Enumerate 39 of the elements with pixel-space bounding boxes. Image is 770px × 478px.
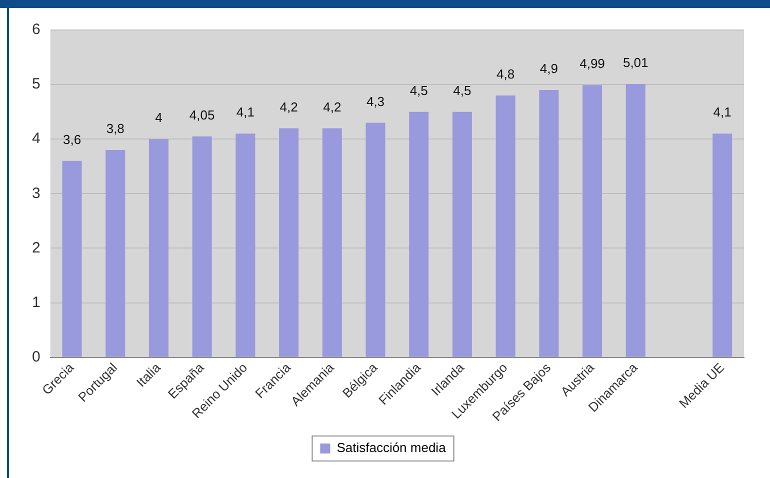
data-label: 4,99 [580,56,605,72]
data-label: 4,9 [540,61,558,76]
data-label: 4,1 [236,104,254,120]
bar [192,136,212,357]
y-tick-label: 1 [32,294,40,311]
bar [62,160,82,357]
y-tick-label: 5 [32,76,40,93]
data-label: 3,6 [62,132,82,148]
bar [409,112,429,357]
y-tick-label: 4 [32,130,40,148]
data-label: 4,2 [280,99,298,114]
data-label: 4,8 [496,66,515,82]
y-tick-label: 0 [32,348,40,366]
x-tick-label: Italia [133,359,164,390]
bar [279,128,299,357]
data-label: 4,1 [713,104,732,120]
bar [106,150,126,357]
y-tick-label: 3 [32,184,40,202]
data-label: 4,5 [410,82,428,98]
bar [539,90,559,357]
y-tick-label: 2 [32,239,40,256]
bar [496,95,516,357]
y-tick-label: 6 [32,21,40,38]
data-label: 5,01 [622,55,648,70]
bar [712,134,732,357]
data-label: 4,05 [189,107,215,122]
bar [452,112,472,357]
bar [148,139,168,357]
bar [582,85,602,357]
data-label: 4,2 [323,99,342,114]
bar [322,128,342,357]
data-label: 3,8 [106,121,124,136]
data-label: 4,3 [366,94,385,109]
data-label: 4 [155,110,162,126]
bar [366,122,386,357]
bar [236,134,256,357]
data-label: 4,5 [453,82,472,98]
legend-label: Satisfacción media [336,440,447,456]
bar [626,84,646,357]
